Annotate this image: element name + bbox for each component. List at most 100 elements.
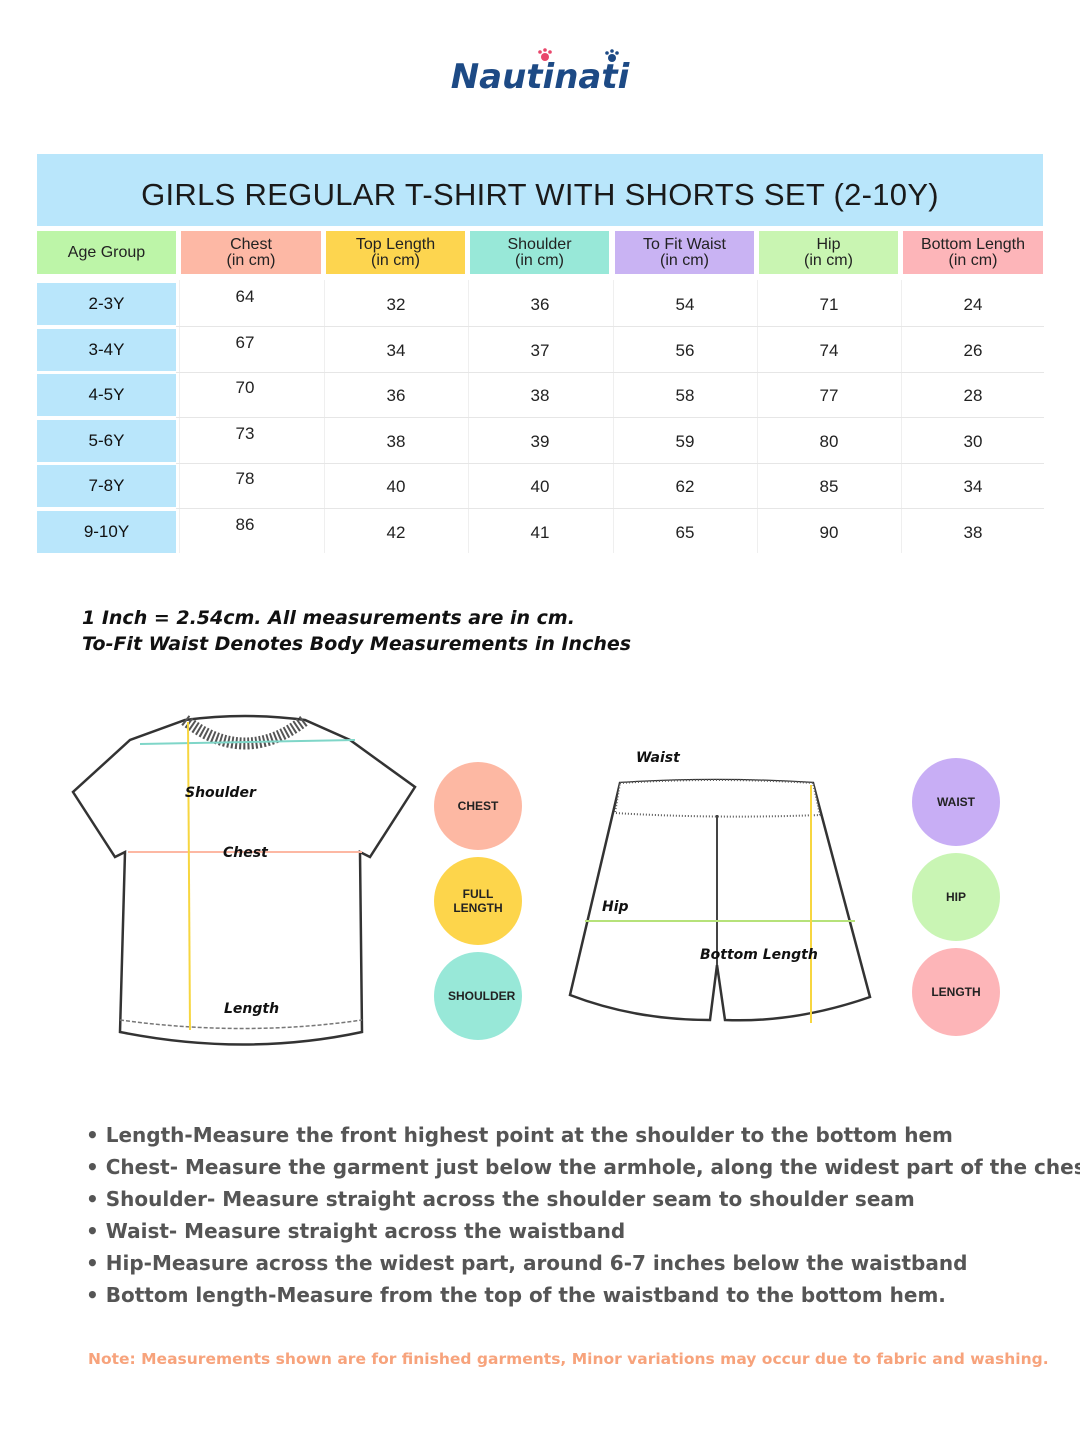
measurement-cell: 86 — [235, 515, 255, 534]
measurement-cell: 26 — [963, 340, 983, 360]
legend-circle: SHOULDER — [434, 952, 522, 1040]
instruction-item: • Bottom length-Measure from the top of … — [86, 1283, 946, 1307]
bottom-length-label: Bottom Length — [700, 947, 818, 963]
conversion-note: 1 Inch = 2.54cm. All measurements are in… — [82, 607, 575, 629]
column-divider — [901, 280, 902, 553]
legend-circle: WAIST — [912, 758, 1000, 846]
measurement-cell: 64 — [235, 287, 255, 306]
chest-label: Chest — [223, 845, 268, 861]
measurement-cell: 30 — [963, 431, 983, 451]
legend-label: LENGTH — [931, 985, 981, 999]
row-divider — [176, 508, 1044, 510]
age-group-cell: 7-8Y — [37, 465, 176, 508]
waist-label: Waist — [636, 750, 680, 766]
brand-logo: Nautinati — [440, 40, 640, 110]
measurement-cell: 34 — [386, 340, 406, 360]
measurement-cell: 54 — [675, 295, 695, 314]
measurement-cell: 36 — [530, 295, 550, 314]
measurement-cell: 67 — [235, 332, 255, 352]
header-label: Bottom Length — [920, 235, 1026, 253]
header-label: Chest — [230, 235, 272, 253]
legend-label: FULL LENGTH — [453, 887, 503, 915]
measurement-cell: 77 — [819, 386, 839, 406]
measurement-cell: 36 — [386, 386, 406, 406]
legend-circle: CHEST — [434, 762, 522, 850]
svg-text:Nautinati: Nautinati — [451, 57, 631, 97]
footnote: Note: Measurements shown are for finishe… — [88, 1350, 1049, 1368]
header-unit: (in cm) — [660, 251, 709, 269]
legend-label: WAIST — [937, 795, 975, 809]
measurement-cell: 42 — [386, 523, 406, 542]
row-divider — [176, 326, 1044, 327]
age-group-cell: 9-10Y — [37, 511, 176, 553]
column-divider — [324, 280, 325, 553]
instruction-item: • Waist- Measure straight across the wai… — [86, 1219, 626, 1243]
measurement-cell: 40 — [530, 477, 550, 497]
measurement-cell: 70 — [235, 378, 255, 398]
measurement-cell: 38 — [963, 523, 983, 542]
measurement-cell: 32 — [386, 295, 406, 314]
header-unit: (in cm) — [371, 251, 420, 269]
age-group-cell: 3-4Y — [37, 328, 176, 371]
tshirt-diagram — [71, 714, 417, 1046]
length-label: Length — [224, 1001, 280, 1017]
measurement-cell: 71 — [819, 295, 839, 314]
measurement-cell: 62 — [675, 477, 695, 497]
page-title: GIRLS REGULAR T-SHIRT WITH SHORTS SET (2… — [37, 154, 1043, 226]
instruction-item: • Chest- Measure the garment just below … — [86, 1155, 1080, 1179]
measurement-cell: 73 — [235, 423, 255, 443]
row-divider — [176, 462, 1044, 464]
header-unit: (in cm) — [515, 251, 564, 269]
column-header: Shoulder (in cm) — [470, 231, 609, 274]
legend-label: SHOULDER — [448, 989, 516, 1003]
header-unit: (in cm) — [804, 251, 853, 269]
measurement-cell: 39 — [530, 431, 550, 451]
column-divider — [468, 280, 469, 553]
measurement-cell: 56 — [675, 340, 695, 360]
measurement-cell: 58 — [675, 386, 695, 406]
legend-circle: LENGTH — [912, 948, 1000, 1036]
column-header: To Fit Waist (in cm) — [615, 231, 754, 274]
column-header: Top Length (in cm) — [326, 231, 465, 274]
header-label: Age Group — [67, 243, 146, 261]
measurement-cell: 74 — [819, 340, 839, 360]
column-divider — [613, 280, 614, 553]
age-group-cell: 2-3Y — [37, 283, 176, 325]
instruction-item: • Hip-Measure across the widest part, ar… — [86, 1251, 968, 1275]
column-header: Bottom Length (in cm) — [903, 231, 1043, 274]
measurement-cell: 34 — [963, 477, 983, 497]
column-header: Chest (in cm) — [181, 231, 321, 274]
measurement-cell: 90 — [819, 523, 839, 542]
header-label: Top Length — [355, 235, 436, 253]
column-divider — [757, 280, 758, 553]
measurement-cell: 40 — [386, 477, 406, 497]
instruction-item: • Length-Measure the front highest point… — [86, 1123, 953, 1147]
instruction-item: • Shoulder- Measure straight across the … — [86, 1187, 915, 1211]
hip-label: Hip — [602, 899, 629, 915]
column-header: Age Group — [37, 231, 176, 274]
measurement-cell: 28 — [963, 386, 983, 406]
shoulder-label: Shoulder — [185, 785, 256, 801]
measurement-cell: 24 — [963, 295, 983, 314]
header-unit: (in cm) — [948, 251, 998, 269]
column-header: Hip (in cm) — [759, 231, 898, 274]
legend-label: HIP — [945, 890, 966, 904]
measurement-cell: 85 — [819, 477, 839, 497]
measurement-cell: 41 — [530, 523, 550, 542]
age-group-cell: 5-6Y — [37, 419, 176, 462]
measurement-cell: 38 — [530, 386, 550, 406]
header-label: Shoulder — [507, 235, 572, 253]
header-label: To Fit Waist — [643, 235, 726, 253]
column-divider — [179, 280, 180, 553]
measurement-cell: 37 — [530, 340, 550, 360]
legend-label: CHEST — [457, 799, 499, 813]
measurement-cell: 80 — [819, 431, 839, 451]
header-unit: (in cm) — [226, 251, 276, 269]
measurement-cell: 38 — [386, 431, 406, 451]
measurement-cell: 59 — [675, 431, 695, 451]
legend-circle: HIP — [912, 853, 1000, 941]
row-divider — [176, 371, 1044, 373]
legend-circle: FULL LENGTH — [434, 857, 522, 945]
measurement-cell: 78 — [235, 469, 255, 489]
age-group-cell: 4-5Y — [37, 374, 176, 417]
